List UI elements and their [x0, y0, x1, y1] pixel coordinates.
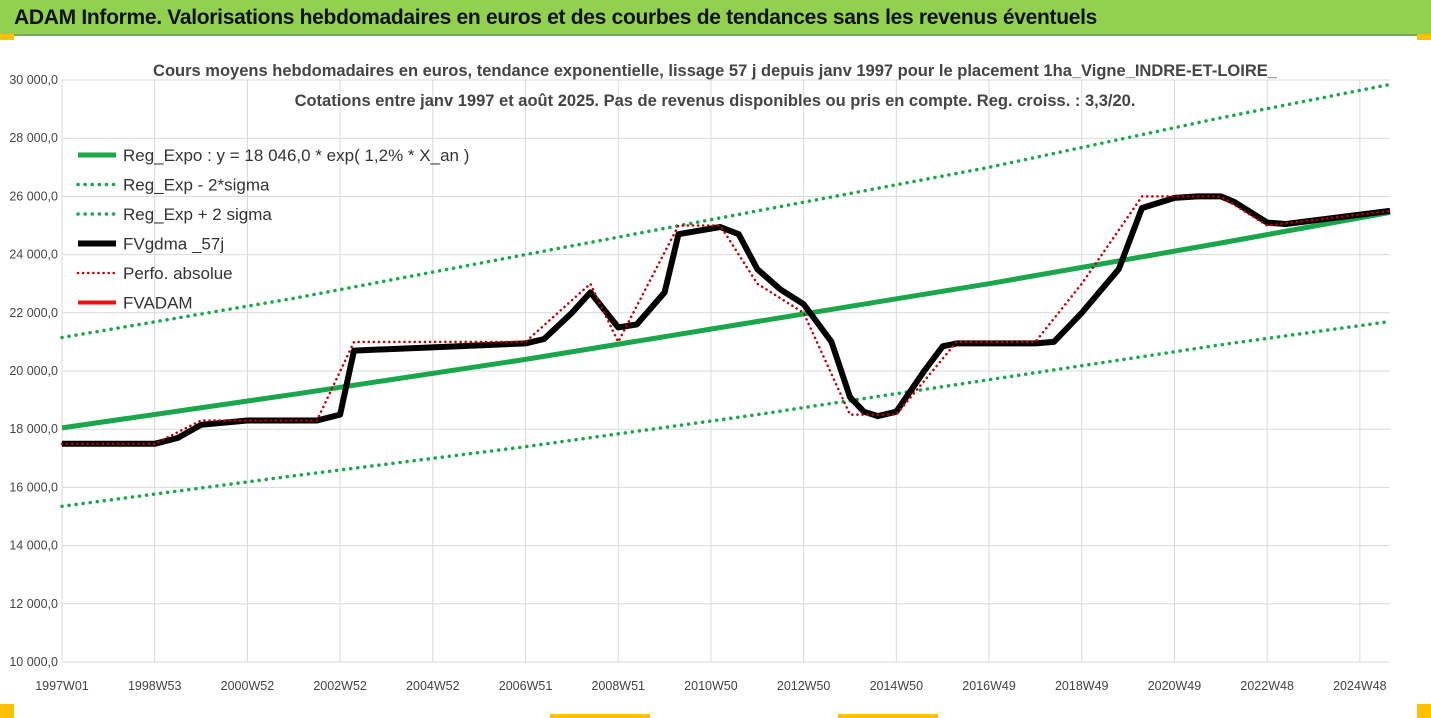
legend-label: Perfo. absolue [123, 264, 233, 283]
y-tick-label: 24 000,0 [9, 248, 58, 262]
y-tick-label: 28 000,0 [9, 131, 58, 145]
x-tick-label: 2014W50 [870, 679, 924, 693]
y-tick-label: 10 000,0 [9, 655, 58, 669]
x-tick-label: 2018W49 [1055, 679, 1109, 693]
x-tick-label: 1998W53 [128, 679, 182, 693]
corner-marker-bottom-1 [550, 714, 650, 718]
x-tick-label: 2012W50 [777, 679, 831, 693]
chart-subtitle: Cotations entre janv 1997 et août 2025. … [295, 92, 1136, 110]
series-line [62, 193, 1391, 447]
legend-label: Reg_Expo : y = 18 046,0 * exp( 1,2% * X_… [123, 146, 469, 165]
chart-legend: Reg_Expo : y = 18 046,0 * exp( 1,2% * X_… [76, 146, 469, 313]
y-tick-label: 22 000,0 [9, 306, 58, 320]
x-tick-label: 2006W51 [499, 679, 553, 693]
series-lines [60, 82, 1392, 509]
series-line [61, 209, 1391, 431]
corner-marker-bottom-right [1417, 704, 1431, 718]
x-tick-label: 2000W52 [221, 679, 275, 693]
x-tick-label: 2002W52 [313, 679, 367, 693]
x-tick-label: 1997W01 [35, 679, 89, 693]
corner-marker-bottom-2 [838, 714, 938, 718]
y-tick-label: 20 000,0 [9, 364, 58, 378]
y-tick-label: 30 000,0 [9, 73, 58, 87]
x-tick-label: 2004W52 [406, 679, 460, 693]
legend-label: FVADAM [123, 294, 193, 313]
y-tick-label: 12 000,0 [9, 597, 58, 611]
corner-marker-bottom-left [0, 704, 14, 718]
x-tick-label: 2008W51 [591, 679, 645, 693]
x-tick-label: 2010W50 [684, 679, 738, 693]
report-banner: ADAM Informe. Valorisations hebdomadaire… [0, 0, 1431, 36]
corner-marker-right [1417, 34, 1431, 40]
y-tick-label: 14 000,0 [9, 539, 58, 553]
gridlines [61, 79, 1390, 663]
y-tick-label: 16 000,0 [9, 480, 58, 494]
y-axis-ticks: 10 000,0 12 000,0 14 000,0 16 000,0 18 000,0… [9, 73, 58, 669]
corner-marker-left [0, 34, 14, 40]
x-tick-label: 2020W49 [1148, 679, 1202, 693]
x-tick-label: 2024W48 [1333, 679, 1387, 693]
x-tick-label: 2016W49 [962, 679, 1016, 693]
series-line [60, 195, 1392, 446]
x-tick-label: 2022W48 [1240, 679, 1294, 693]
report-title: ADAM Informe. Valorisations hebdomadaire… [14, 6, 1098, 29]
series-line [60, 319, 1392, 509]
y-tick-label: 26 000,0 [9, 189, 58, 203]
legend-label: FVgdma _57j [123, 235, 224, 254]
chart-title: Cours moyens hebdomadaires en euros, ten… [153, 62, 1278, 80]
legend-label: Reg_Exp - 2*sigma [123, 176, 270, 195]
y-tick-label: 18 000,0 [9, 422, 58, 436]
x-axis-ticks: 1997W01 1998W53 2000W52 2002W52 2004W52 2006W… [35, 679, 1386, 693]
legend-label: Reg_Exp + 2 sigma [123, 205, 272, 224]
series-line [60, 82, 1392, 340]
